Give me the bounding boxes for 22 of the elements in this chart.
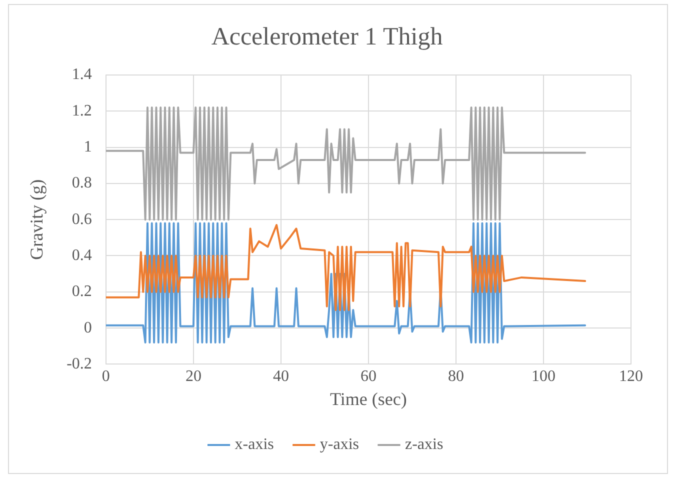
y-axis-title: Gravity (g) — [26, 179, 47, 260]
y-tick-label: 0.6 — [72, 210, 92, 228]
x-tick-label: 100 — [531, 368, 556, 386]
x-tick-label: 0 — [102, 368, 110, 386]
y-tick-label: 1.4 — [72, 66, 92, 84]
y-tick-label: 1 — [84, 138, 92, 156]
y-tick-label: 0.8 — [72, 174, 92, 192]
y-tick-label: 1.2 — [72, 102, 92, 120]
legend-label: x-axis — [234, 436, 274, 454]
legend-label: y-axis — [320, 436, 360, 454]
legend-label: z-axis — [405, 436, 444, 454]
chart-title: Accelerometer 1 Thigh — [211, 24, 444, 51]
x-tick-label: 80 — [448, 368, 464, 386]
x-tick-label: 60 — [360, 368, 376, 386]
y-tick-label: -0.2 — [66, 355, 92, 372]
x-tick-label: 120 — [619, 368, 643, 386]
x-tick-label: 20 — [185, 368, 202, 386]
y-tick-label: 0.4 — [72, 246, 92, 264]
y-tick-label: 0 — [84, 319, 92, 336]
x-axis-title: Time (sec) — [330, 388, 407, 409]
y-tick-label: 0.2 — [72, 283, 92, 300]
x-tick-label: 40 — [272, 368, 289, 386]
